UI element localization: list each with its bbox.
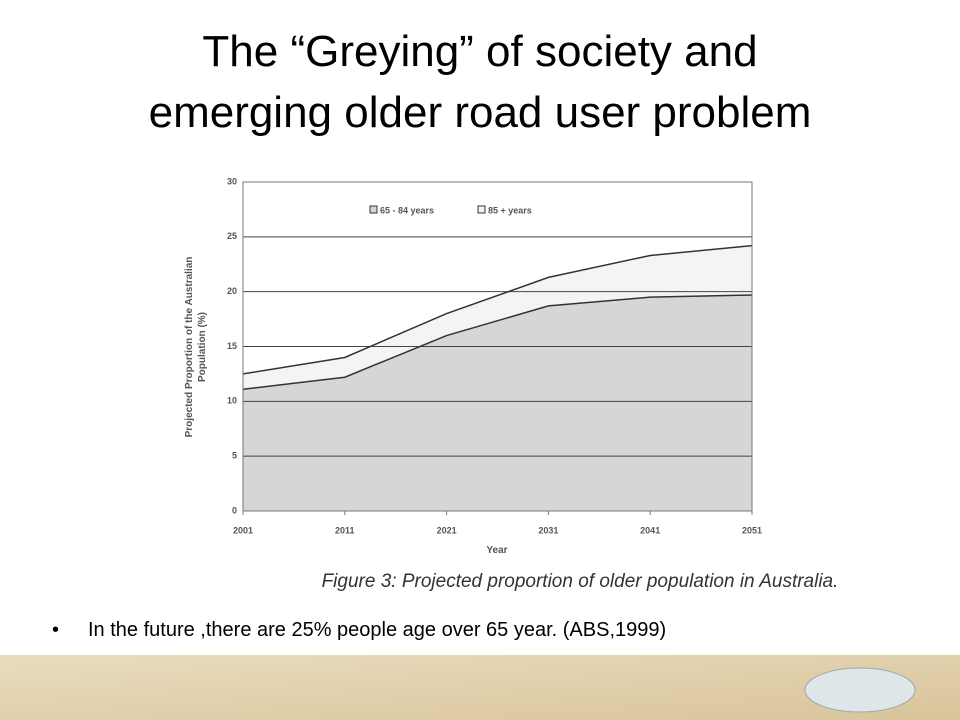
x-tick-label: 2001 [233, 525, 253, 535]
y-tick-label: 30 [227, 176, 237, 186]
plot-frame [242, 181, 753, 512]
y-tick-label: 0 [232, 505, 237, 515]
y-tick-label: 15 [227, 341, 237, 351]
y-tick-label: 25 [227, 231, 237, 241]
x-tick-label: 2031 [538, 525, 558, 535]
legend-swatch [369, 205, 378, 214]
legend-swatch [477, 205, 486, 214]
figure-caption: Figure 3: Projected proportion of older … [322, 571, 839, 592]
y-axis-label: Population (%) [197, 312, 208, 382]
board-decoration [804, 667, 916, 713]
legend-label: 65 - 84 years [380, 205, 434, 215]
bullet-text: In the future ,there are 25% people age … [88, 619, 666, 641]
x-tick-label: 2021 [437, 525, 457, 535]
x-tick-label: 2011 [335, 525, 355, 535]
legend-label: 85 + years [488, 205, 532, 215]
area-fill [243, 294, 752, 511]
title-line: The “Greying” of society and [202, 27, 757, 76]
y-tick-label: 10 [227, 396, 237, 406]
area-line [242, 244, 753, 375]
y-tick-label: 5 [232, 451, 237, 461]
y-axis-label: Projected Proportion of the Australian [184, 257, 195, 438]
y-tick-label: 20 [227, 286, 237, 296]
bullet-dot: • [52, 619, 59, 641]
area-fill [243, 245, 752, 390]
title-line: emerging older road user problem [149, 88, 812, 137]
area-line [242, 294, 753, 391]
sand-decoration [0, 655, 960, 720]
x-tick-label: 2041 [640, 525, 660, 535]
x-tick-label: 2051 [742, 525, 762, 535]
x-axis-label: Year [486, 545, 507, 556]
